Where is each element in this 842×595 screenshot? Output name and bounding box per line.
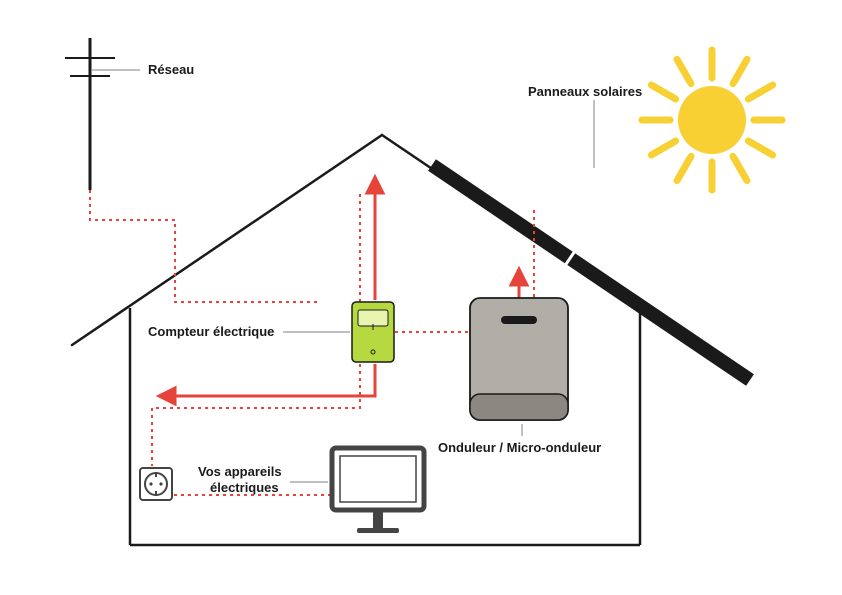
electric-meter-icon	[352, 302, 394, 362]
sun-icon	[642, 50, 782, 190]
appliances-label-line2: électriques	[210, 480, 279, 495]
appliances-label-line1: Vos appareils	[198, 464, 282, 479]
inverter-icon	[470, 298, 568, 420]
panels-label: Panneaux solaires	[528, 84, 642, 99]
inverter-label: Onduleur / Micro-onduleur	[438, 440, 601, 455]
grid-label: Réseau	[148, 62, 194, 77]
grid-pole-icon	[65, 38, 115, 190]
solar-home-diagram: Réseau Panneaux solaires Compteur électr…	[0, 0, 842, 595]
computer-monitor-icon	[332, 448, 424, 533]
wall-outlet-icon	[140, 468, 172, 500]
meter-label: Compteur électrique	[148, 324, 274, 339]
